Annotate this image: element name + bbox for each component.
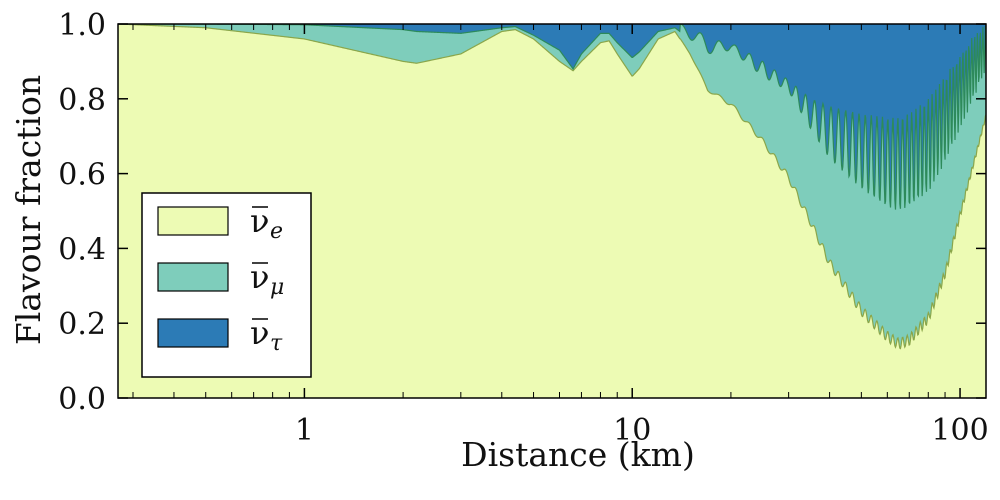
legend-swatch [157, 262, 229, 292]
y-tick-label: 0.0 [58, 382, 106, 417]
y-axis-label: Flavour fraction [9, 75, 48, 345]
legend-label-subscript: μ [270, 275, 284, 300]
legend-label-symbol: ν [250, 314, 269, 352]
x-axis-ticks: 1 10 100 [132, 24, 989, 448]
plot-frame [117, 23, 987, 399]
y-tick-label: 0.8 [58, 83, 106, 118]
series-area-muon [118, 24, 986, 349]
x-tick-label: 100 [931, 413, 988, 448]
y-tick-label: 1.0 [58, 8, 106, 43]
legend-label-symbol: ν [250, 202, 269, 240]
x-tick-label: 1 [295, 413, 314, 448]
y-tick-label: 0.2 [58, 307, 106, 342]
x-axis-label: Distance (km) [461, 435, 695, 474]
boundary-line-electron-muon [118, 24, 986, 350]
y-tick-label: 0.6 [58, 158, 106, 193]
legend-label-subscript: e [270, 219, 283, 244]
legend: ν eν μν τ [141, 192, 312, 378]
legend-swatch [157, 206, 229, 236]
y-tick-label: 0.4 [58, 232, 106, 267]
y-axis-ticks: 0.0 0.2 0.4 0.6 0.8 1.0 [58, 8, 986, 417]
series-area-tau [118, 24, 986, 210]
legend-label-symbol: ν [250, 258, 269, 296]
legend-label-subscript: τ [270, 331, 283, 356]
legend-swatch [157, 318, 229, 348]
x-tick-label: 10 [613, 413, 651, 448]
